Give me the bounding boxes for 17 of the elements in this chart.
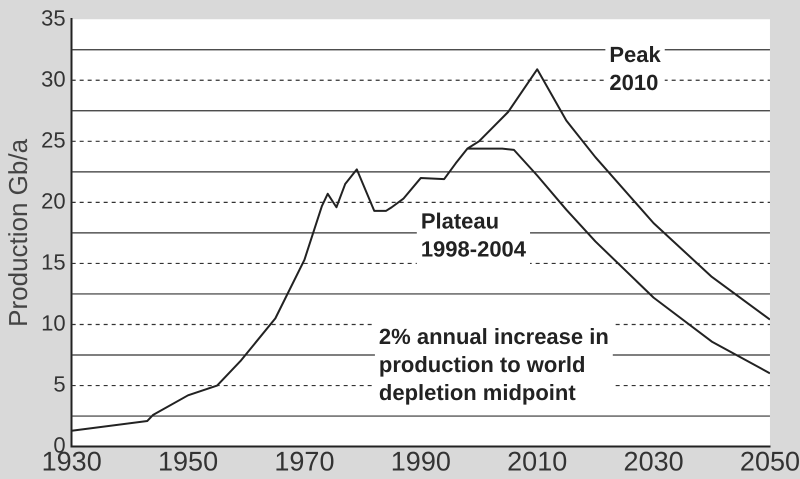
x-tick-label: 1990 xyxy=(390,446,451,476)
y-tick-label: 5 xyxy=(53,372,66,397)
annotation: Peak 2010 xyxy=(609,42,662,95)
y-tick-label: 15 xyxy=(41,249,66,274)
y-tick-label: 25 xyxy=(41,127,66,152)
x-tick-label: 1970 xyxy=(274,446,334,476)
x-tick-label: 2030 xyxy=(624,446,684,476)
x-tick-label: 2050 xyxy=(740,446,800,476)
y-tick-label: 35 xyxy=(41,5,66,30)
y-axis-title: Production Gb/a xyxy=(2,138,33,327)
annotation: Plateau 1998-2004 xyxy=(420,208,527,262)
y-tick-label: 30 xyxy=(41,66,66,92)
x-tick-label: 1950 xyxy=(158,446,218,476)
y-tick-label: 10 xyxy=(41,310,66,336)
annotation: 2% annual increase in production to world depletion midpoint xyxy=(378,324,609,405)
y-tick-label: 20 xyxy=(41,188,66,214)
x-tick-label: 2010 xyxy=(507,446,568,476)
